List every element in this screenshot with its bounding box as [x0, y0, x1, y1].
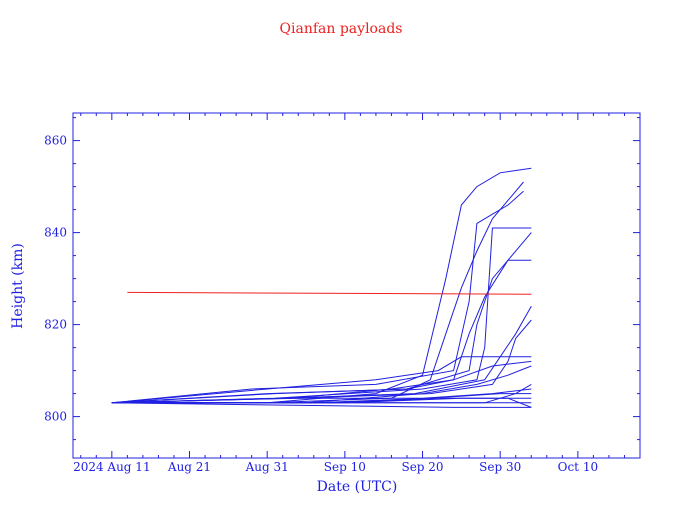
- payload-series-line-17: [111, 383, 532, 404]
- y-tick-label: 820: [44, 318, 67, 332]
- payload-series-line-1: [111, 167, 532, 404]
- y-tick-label: 860: [44, 134, 67, 148]
- x-tick-label: Oct 10: [558, 460, 598, 474]
- x-tick-label: Sep 20: [401, 460, 443, 474]
- y-axis-label: Height (km): [10, 243, 26, 329]
- plot-frame: [72, 112, 641, 459]
- payload-series-line-8: [111, 319, 532, 404]
- payload-series-line-9: [111, 356, 532, 404]
- payload-series-line-18: [111, 402, 532, 408]
- payload-series-line-2: [111, 181, 524, 404]
- x-axis-label: Date (UTC): [317, 479, 398, 495]
- y-axis-ticks: 800 820 840 860: [44, 117, 640, 441]
- payload-series-line-5: [111, 259, 532, 404]
- payload-series-line-6: [111, 227, 532, 404]
- reference-height-line: [127, 291, 532, 295]
- x-axis-ticks: 2024 Aug 11 Aug 21 Aug 31 Sep 10 Sep 20 Sep 3…: [73, 113, 641, 474]
- x-tick-label: Aug 31: [245, 460, 289, 474]
- chart-title: Qianfan payloads: [280, 21, 403, 37]
- x-tick-label: Sep 10: [324, 460, 366, 474]
- reference-layer: [127, 291, 532, 295]
- x-tick-label: Aug 21: [167, 460, 211, 474]
- payload-series-line-4: [111, 232, 532, 404]
- x-tick-label: 2024 Aug 11: [73, 460, 151, 474]
- series-layer: [111, 167, 532, 408]
- x-tick-label: Sep 30: [479, 460, 521, 474]
- payload-series-line-3: [111, 190, 524, 404]
- y-tick-label: 800: [44, 410, 67, 424]
- y-tick-label: 840: [44, 226, 67, 240]
